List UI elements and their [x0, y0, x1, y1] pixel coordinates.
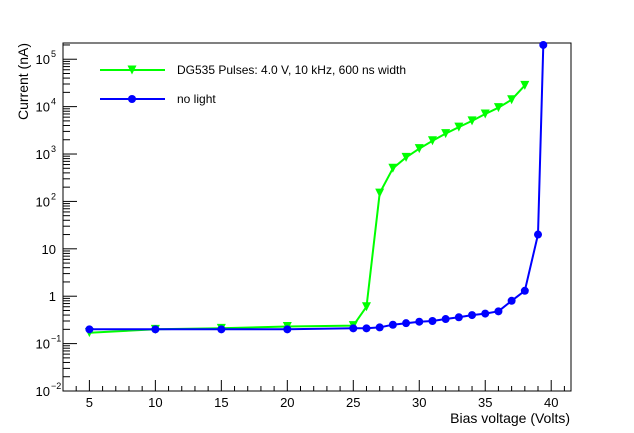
data-point-1 [507, 296, 516, 305]
y-tick-exponent: 5 [51, 49, 56, 59]
x-tick-label: 10 [148, 395, 162, 410]
data-point-0 [427, 136, 437, 146]
data-point-1 [388, 320, 397, 329]
y-tick-exponent: 3 [51, 144, 56, 154]
data-point-1 [85, 325, 94, 334]
y-tick-exponent: 4 [51, 97, 56, 107]
legend-marker-1 [128, 95, 136, 103]
x-tick-label: 15 [214, 395, 228, 410]
data-point-0 [388, 163, 398, 173]
data-point-1 [534, 230, 543, 239]
y-tick-label: 10 [36, 194, 50, 209]
data-point-1 [415, 317, 424, 326]
data-point-0 [507, 95, 517, 105]
data-point-1 [539, 40, 548, 49]
data-point-1 [481, 309, 490, 318]
data-point-0 [401, 152, 411, 162]
y-tick-exponent: −1 [51, 334, 61, 344]
x-tick-label: 5 [86, 395, 93, 410]
data-point-1 [468, 311, 477, 320]
data-point-0 [520, 80, 530, 90]
data-point-0 [414, 144, 424, 154]
data-point-1 [375, 323, 384, 332]
data-point-0 [441, 129, 451, 139]
data-point-1 [349, 324, 358, 333]
data-point-1 [402, 319, 411, 328]
y-tick-label: 10 [42, 242, 56, 257]
x-tick-label: 30 [412, 395, 426, 410]
series-line-1 [89, 44, 545, 331]
y-tick-label: 10 [36, 147, 50, 162]
x-tick-label: 35 [478, 395, 492, 410]
legend-marker-0 [127, 65, 137, 75]
data-point-0 [375, 188, 385, 198]
data-point-0 [454, 122, 464, 132]
data-point-0 [493, 103, 503, 113]
plot-frame [62, 42, 572, 392]
y-axis-label: Current (nA) [15, 43, 31, 120]
data-point-1 [362, 324, 371, 333]
data-point-1 [520, 286, 529, 295]
data-point-1 [454, 313, 463, 322]
legend-label-0: DG535 Pulses: 4.0 V, 10 kHz, 600 ns widt… [177, 63, 406, 77]
y-tick-label: 10 [36, 100, 50, 115]
data-point-1 [283, 325, 292, 334]
x-tick-label: 40 [544, 395, 558, 410]
data-point-0 [480, 109, 490, 119]
data-point-0 [361, 302, 371, 312]
data-point-1 [494, 307, 503, 316]
legend-label-1: no light [177, 92, 216, 106]
y-tick-label: 10 [36, 384, 50, 399]
x-tick-label: 25 [346, 395, 360, 410]
series-line-0 [89, 84, 526, 334]
y-tick-exponent: −2 [51, 381, 61, 391]
y-tick-exponent: 2 [51, 191, 56, 201]
y-tick-label: 10 [36, 52, 50, 67]
x-tick-label: 20 [280, 395, 294, 410]
y-tick-label: 10 [36, 337, 50, 352]
data-point-1 [217, 325, 226, 334]
data-point-0 [467, 116, 477, 126]
data-point-1 [441, 315, 450, 324]
data-point-1 [151, 325, 160, 334]
x-axis-label: Bias voltage (Volts) [450, 410, 570, 426]
data-point-1 [428, 316, 437, 325]
y-tick-label: 1 [49, 289, 56, 304]
